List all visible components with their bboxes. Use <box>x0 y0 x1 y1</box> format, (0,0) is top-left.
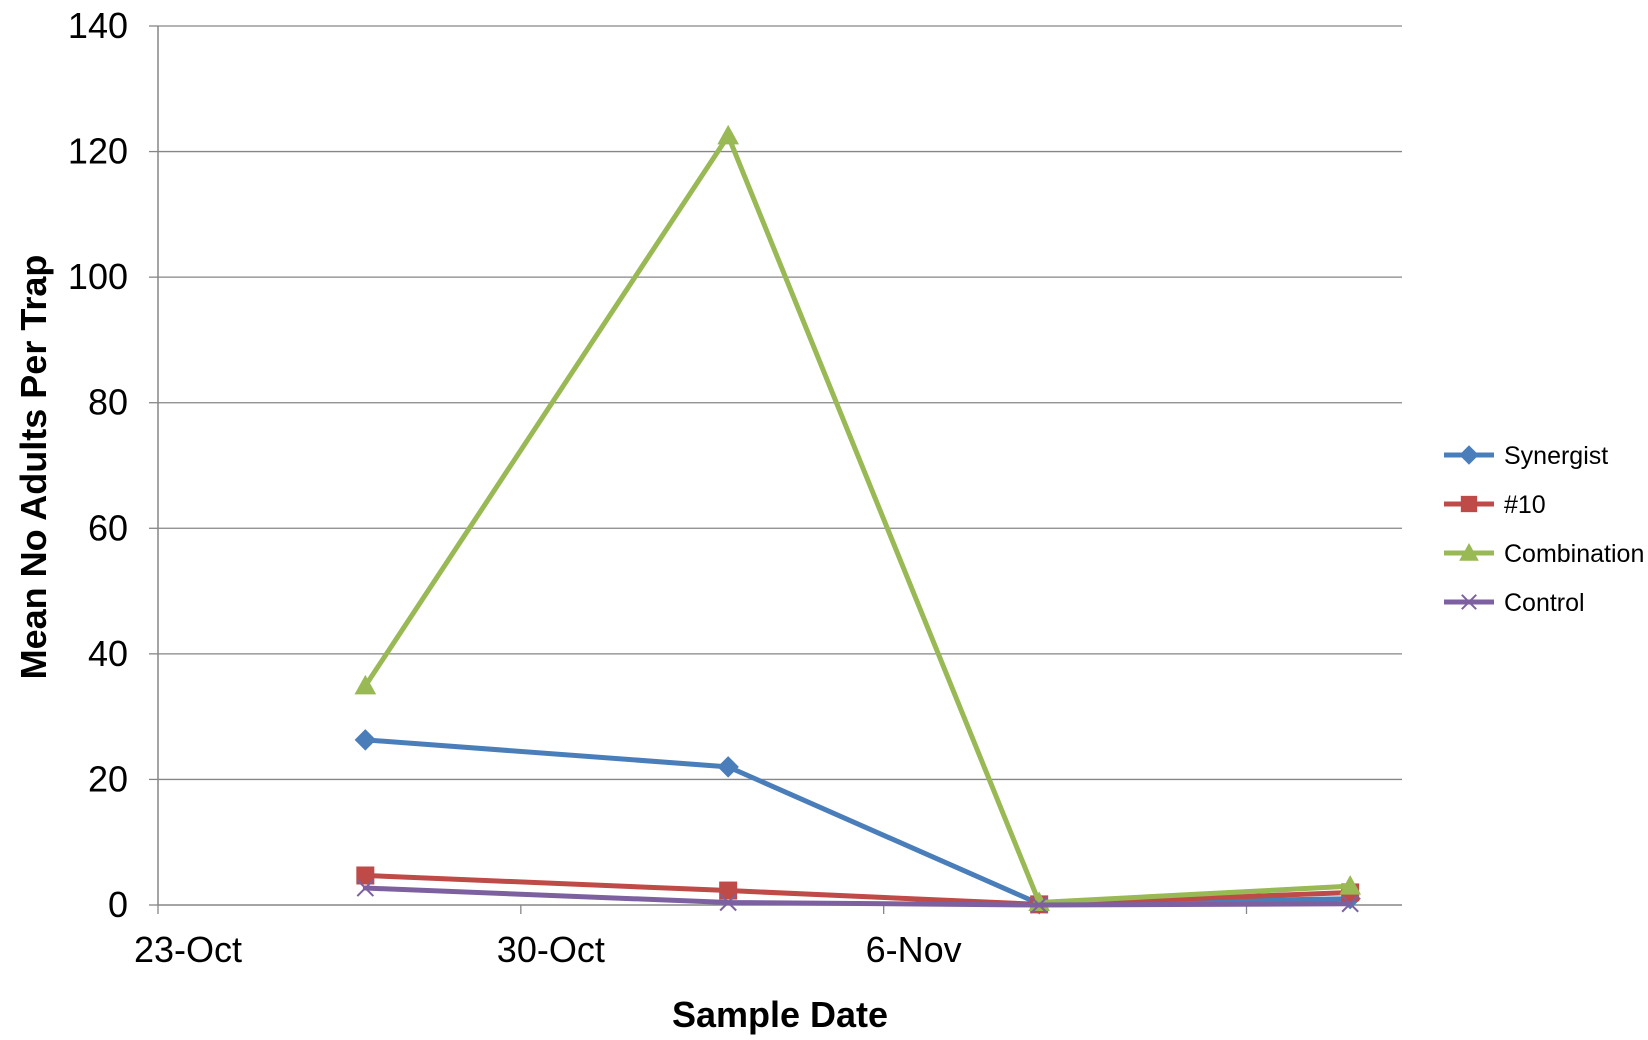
legend: Synergist #10 Combination Control <box>1444 442 1644 617</box>
data-point-x-stroke <box>356 879 375 897</box>
legend-label: Combination <box>1504 540 1644 568</box>
data-point-x <box>356 879 375 897</box>
axes <box>149 25 1402 914</box>
data-point-x-stroke <box>719 893 737 912</box>
data-point-square <box>356 866 375 885</box>
data-point-x <box>1030 896 1048 914</box>
data-point-diamond <box>354 729 377 751</box>
x-tick-label: 30-Oct <box>497 929 605 970</box>
data-point-x-stroke <box>1030 896 1048 914</box>
x-tick-label: 23-Oct <box>134 929 242 970</box>
y-tick-label: 40 <box>88 633 128 674</box>
series-line <box>362 737 1353 907</box>
data-point-diamond <box>1459 445 1479 465</box>
data-point-triangle <box>717 124 740 145</box>
data-point-x <box>1341 895 1359 913</box>
data-point-square <box>719 881 738 900</box>
data-point-x <box>719 893 737 912</box>
gridlines <box>158 25 1402 781</box>
tick-labels: 0 20 40 60 80 100 120 140 23-Oct 30-Oct 6-Nov <box>68 5 962 970</box>
legend-label: Synergist <box>1504 442 1608 470</box>
legend-label: #10 <box>1504 491 1546 519</box>
series-control <box>356 879 1359 914</box>
data-point-triangle <box>1339 875 1362 895</box>
series-synergist <box>354 729 1361 915</box>
y-tick-label: 20 <box>88 758 128 799</box>
data-point-diamond <box>717 756 739 778</box>
x-tick-label: 6-Nov <box>866 929 962 970</box>
data-point-x-stroke <box>1341 895 1359 913</box>
data-point-x-stroke <box>1461 594 1477 610</box>
y-tick-label: 80 <box>88 382 128 423</box>
data-point-square <box>1460 495 1478 513</box>
series-combination <box>354 124 1362 911</box>
legend-item: #10 <box>1444 491 1546 519</box>
y-tick-label: 0 <box>108 884 128 925</box>
data-point-triangle <box>1459 542 1479 561</box>
legend-label: Control <box>1504 589 1585 617</box>
data-point-x <box>1461 594 1477 610</box>
series <box>354 124 1362 915</box>
series-line <box>362 872 1353 907</box>
series-line <box>362 885 1353 908</box>
y-tick-label: 140 <box>68 5 128 46</box>
y-tick-label: 60 <box>88 507 128 548</box>
legend-item: Control <box>1444 589 1585 617</box>
y-tick-label: 100 <box>68 256 128 297</box>
legend-item: Combination <box>1444 540 1644 568</box>
y-axis-title: Mean No Adults Per Trap <box>13 255 54 680</box>
data-point-triangle <box>354 674 377 695</box>
x-axis-title: Sample Date <box>672 994 888 1035</box>
legend-item: Synergist <box>1444 442 1608 470</box>
series-line <box>362 133 1353 905</box>
y-tick-label: 120 <box>68 131 128 172</box>
